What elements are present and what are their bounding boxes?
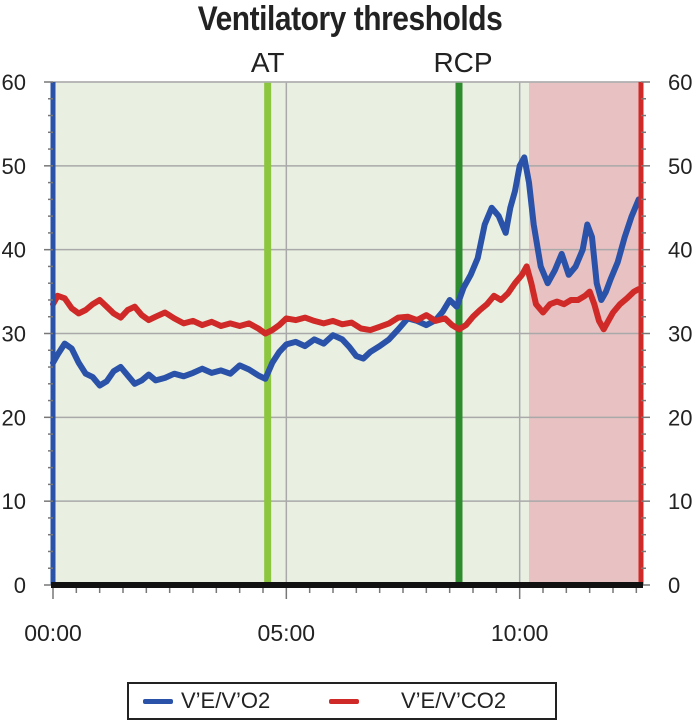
y-tick-label-right: 0	[668, 573, 680, 598]
y-tick-label-left: 20	[2, 405, 26, 430]
y-tick-label-right: 30	[668, 322, 692, 347]
legend-swatch-ve-vo2	[143, 698, 173, 704]
x-tick-label: 10:00	[491, 620, 549, 646]
x-tick-label: 00:00	[24, 620, 82, 646]
x-tick-label: 05:00	[258, 620, 316, 646]
y-tick-label-left: 60	[2, 70, 26, 95]
threshold-label-at: AT	[251, 47, 285, 78]
legend-label-ve-vo2: V’E/V’O2	[181, 688, 271, 713]
gridlines	[53, 81, 641, 585]
series-line-1	[50, 263, 642, 337]
y-tick-label-left: 40	[2, 238, 26, 263]
legend-swatch-ve-vco2	[329, 698, 359, 704]
chart-plot: AT RCP 0 0 10 10 20 20 30 30 40 40 50 50 60 60 00:00 05:0…	[2, 47, 693, 646]
legend: V’E/V’O2 V’E/V’CO2	[127, 682, 557, 720]
y-tick-label-left: 30	[2, 322, 26, 347]
y-tick-label-right: 50	[668, 154, 692, 179]
y-tick-label-right: 20	[668, 405, 692, 430]
axes	[44, 81, 650, 599]
y-tick-label-left: 10	[2, 489, 26, 514]
y-tick-label-left: 0	[14, 573, 26, 598]
legend-label-ve-vco2: V’E/V’CO2	[401, 688, 507, 713]
chart-title: Ventilatory thresholds	[197, 0, 503, 38]
legend-item-ve-vo2: V’E/V’O2	[143, 684, 270, 718]
y-tick-label-right: 40	[668, 238, 692, 263]
y-tick-label-right: 10	[668, 489, 692, 514]
legend-item-ve-vco2: V’E/V’CO2	[329, 684, 506, 718]
y-tick-label-left: 50	[2, 154, 26, 179]
tick-labels: AT RCP 0 0 10 10 20 20 30 30 40 40 50 50 60 60 00:00 05:0…	[2, 47, 693, 646]
data-series	[50, 154, 642, 389]
threshold-label-rcp: RCP	[433, 47, 492, 78]
y-tick-label-right: 60	[668, 70, 692, 95]
series-line-0	[50, 154, 642, 389]
